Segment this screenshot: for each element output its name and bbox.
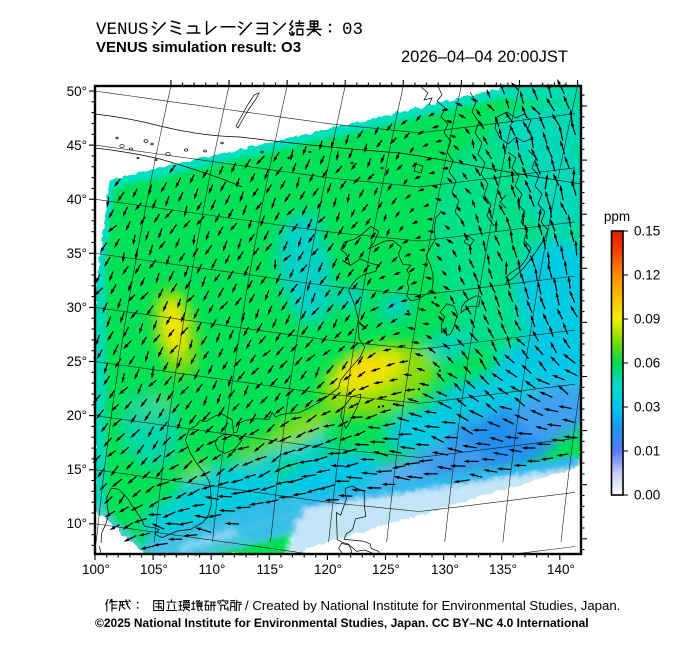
svg-text:0.15: 0.15: [634, 224, 660, 239]
svg-text:105°: 105°: [140, 562, 168, 577]
svg-text:140°: 140°: [547, 562, 575, 577]
svg-text:VENUS: VENUS: [96, 20, 149, 40]
svg-text:115°: 115°: [257, 562, 284, 577]
svg-text:0.12: 0.12: [634, 268, 660, 283]
svg-text:50°: 50°: [67, 84, 87, 99]
svg-text:20°: 20°: [67, 408, 87, 423]
svg-text:35°: 35°: [67, 246, 87, 261]
svg-text:25°: 25°: [67, 354, 87, 369]
svg-text:45°: 45°: [67, 138, 87, 153]
svg-text:0.01: 0.01: [634, 444, 660, 459]
svg-text:VENUS simulation result: O3: VENUS simulation result: O3: [96, 39, 301, 56]
svg-text:0.06: 0.06: [634, 356, 660, 371]
svg-text:ppm: ppm: [604, 209, 630, 224]
svg-text:30°: 30°: [67, 300, 87, 315]
svg-text:135°: 135°: [489, 562, 517, 577]
svg-text:40°: 40°: [67, 192, 87, 207]
svg-text:/ Created by National Institut: / Created by National Institute for Envi…: [245, 598, 620, 613]
svg-text:03: 03: [342, 20, 363, 40]
svg-text:0.09: 0.09: [634, 312, 660, 327]
svg-text:125°: 125°: [372, 562, 400, 577]
svg-text:2026–04–04 20:00JST: 2026–04–04 20:00JST: [401, 48, 568, 66]
svg-text:10°: 10°: [67, 516, 87, 531]
svg-text:100°: 100°: [82, 562, 110, 577]
svg-text:0.00: 0.00: [634, 488, 660, 503]
svg-text:©2025 National Institute for E: ©2025 National Institute for Environment…: [95, 616, 589, 630]
svg-text:110°: 110°: [199, 562, 226, 577]
svg-text:15°: 15°: [67, 462, 87, 477]
svg-text:0.03: 0.03: [634, 400, 660, 415]
svg-text:130°: 130°: [431, 562, 459, 577]
svg-text:120°: 120°: [314, 562, 342, 577]
